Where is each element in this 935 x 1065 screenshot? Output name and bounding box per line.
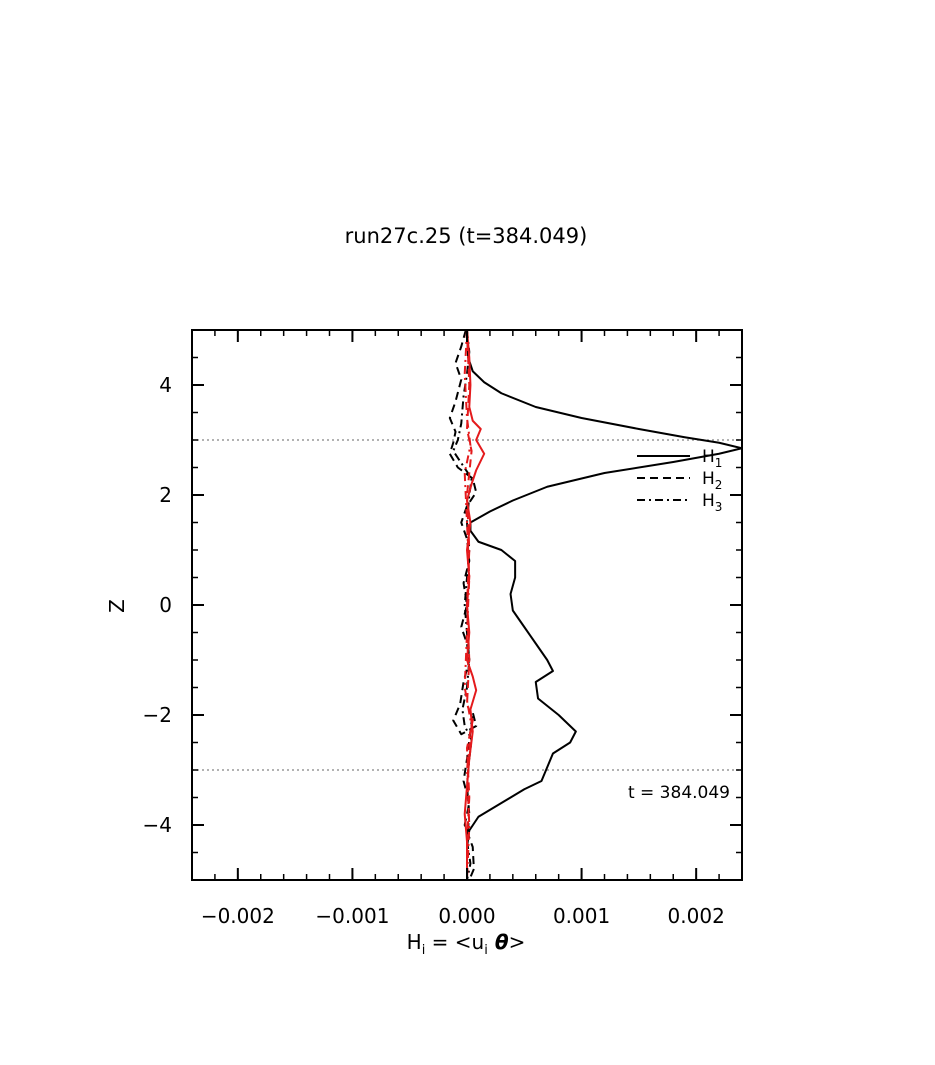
x-tick-label: 0.000 (438, 904, 495, 928)
y-tick-label: −2 (143, 703, 172, 727)
x-axis-label: Hi = <ui θ> (407, 930, 526, 958)
x-axis-label-base: H (407, 930, 422, 954)
series-line-2 (448, 330, 478, 880)
x-tick-label: −0.002 (201, 904, 275, 928)
x-tick-label: 0.001 (553, 904, 610, 928)
legend-label-3: H3 (702, 491, 722, 514)
chart-title: run27c.25 (t=384.049) (345, 224, 588, 248)
x-axis-label-theta: θ (488, 930, 509, 954)
y-tick-labels: −4 −2 0 2 4 (143, 373, 172, 837)
reference-lines (192, 439, 742, 771)
y-tick-label: 2 (159, 483, 172, 507)
y-tick-label: 4 (159, 373, 172, 397)
legend-label-1: H1 (702, 447, 722, 470)
x-axis-label-end: > (509, 930, 526, 954)
time-annotation: t = 384.049 (628, 783, 730, 803)
x-axis-label-mid: = <u (425, 930, 484, 954)
y-tick-label: −4 (143, 813, 172, 837)
series-line-5 (466, 330, 474, 880)
legend-label-2: H2 (702, 469, 722, 492)
y-tick-label: 0 (159, 593, 172, 617)
series-group (448, 330, 742, 880)
x-axis-label-sub: i (422, 943, 426, 958)
series-line-1 (466, 330, 742, 880)
y-axis-label: Z (105, 599, 129, 613)
axis-ticks (192, 329, 743, 881)
x-tick-label: 0.002 (668, 904, 725, 928)
x-tick-labels: −0.002 −0.001 0.000 0.001 0.002 (201, 904, 725, 928)
x-tick-label: −0.001 (315, 904, 389, 928)
x-axis-label-sub2: i (484, 943, 488, 958)
